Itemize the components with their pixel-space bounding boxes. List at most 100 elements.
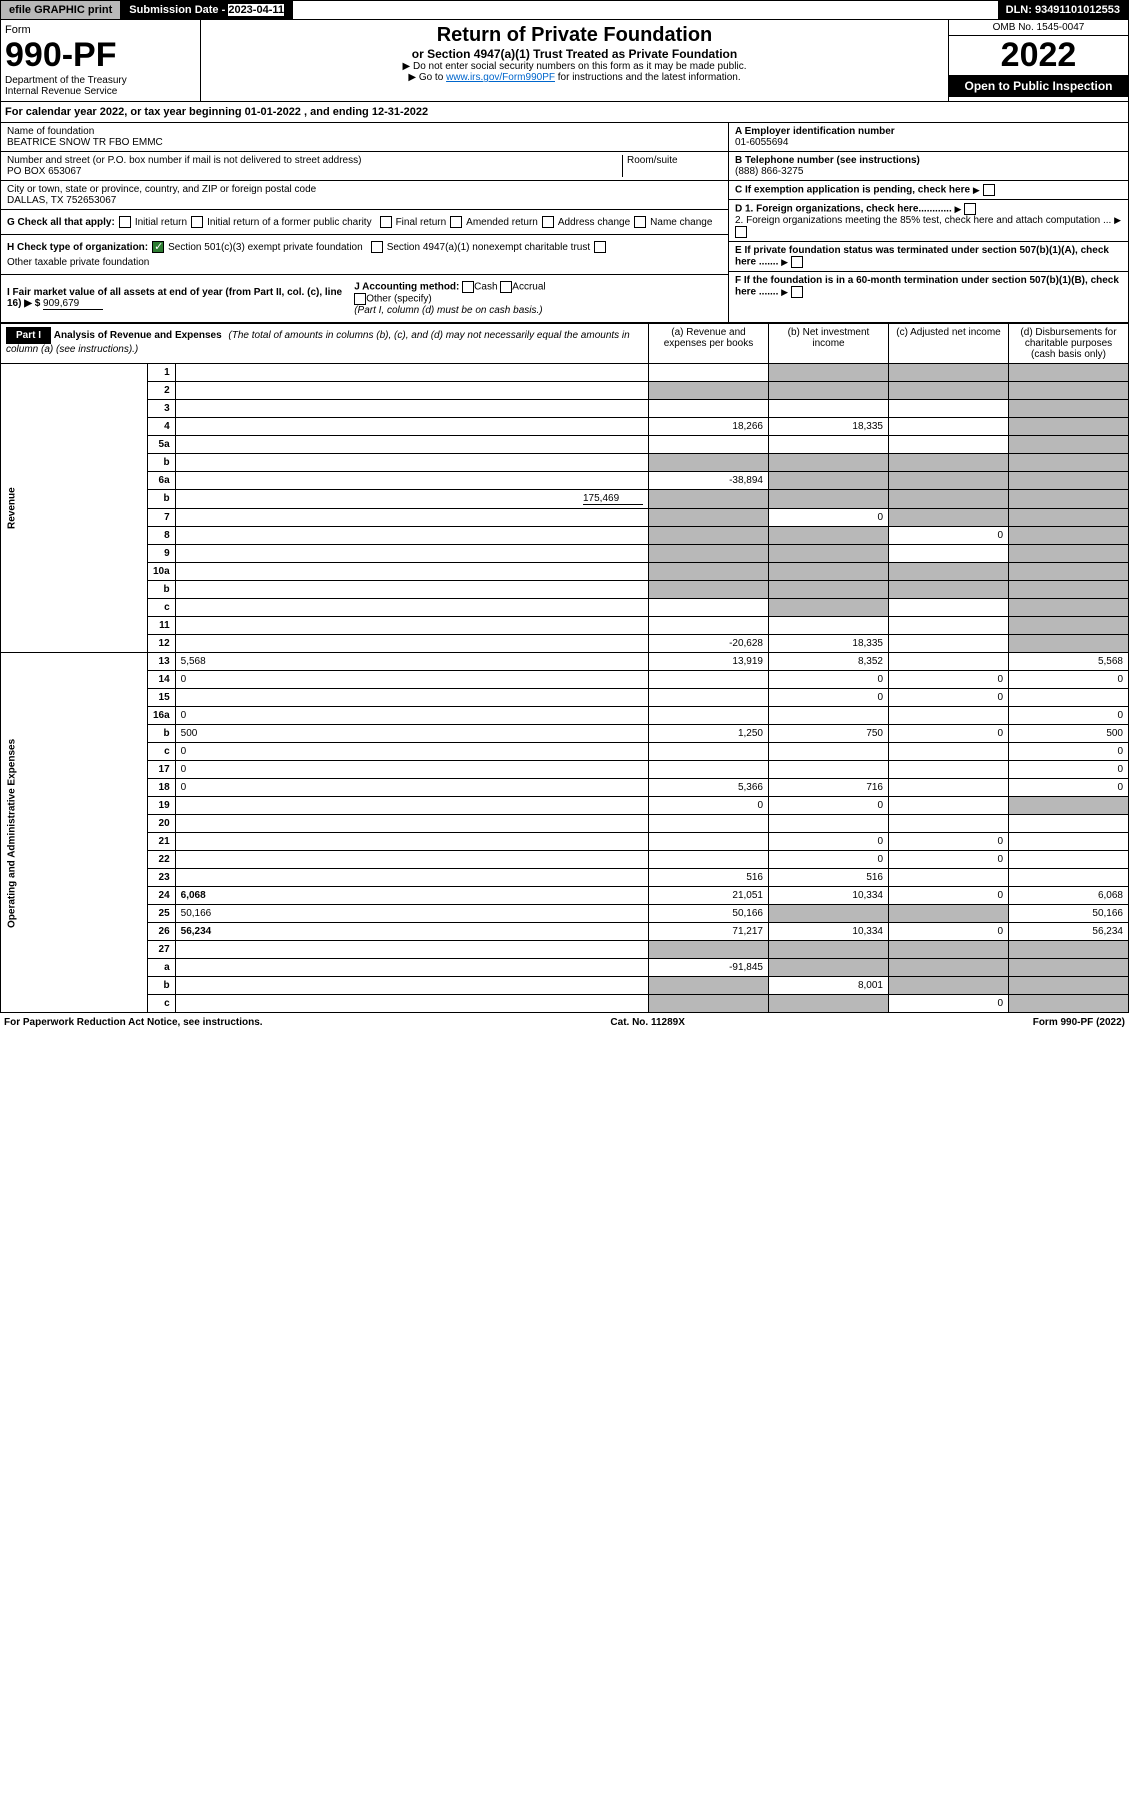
- value-cell: [769, 436, 889, 454]
- final-return-checkbox[interactable]: [380, 216, 392, 228]
- e-checkbox[interactable]: [791, 256, 803, 268]
- table-row: b5001,2507500500: [1, 725, 1129, 743]
- instr-link: ▶ Go to www.irs.gov/Form990PF for instru…: [205, 72, 944, 83]
- submission-date-label: Submission Date - 2023-04-11: [121, 1, 293, 19]
- line-description: [175, 833, 648, 851]
- page-footer: For Paperwork Reduction Act Notice, see …: [0, 1013, 1129, 1032]
- initial-return-checkbox[interactable]: [119, 216, 131, 228]
- table-row: 140000: [1, 671, 1129, 689]
- irs-link[interactable]: www.irs.gov/Form990PF: [446, 72, 555, 83]
- line-description: [175, 400, 648, 418]
- table-row: 2200: [1, 851, 1129, 869]
- line-description: 0: [175, 761, 648, 779]
- value-cell: [1009, 689, 1129, 707]
- line-number: 9: [147, 545, 175, 563]
- value-cell: [889, 977, 1009, 995]
- value-cell: [889, 364, 1009, 382]
- value-cell: [889, 959, 1009, 977]
- value-cell: [889, 400, 1009, 418]
- d1-checkbox[interactable]: [964, 203, 976, 215]
- value-cell: 0: [769, 833, 889, 851]
- value-cell: [769, 364, 889, 382]
- table-row: Revenue1: [1, 364, 1129, 382]
- table-row: 246,06821,05110,33406,068: [1, 887, 1129, 905]
- line-number: 12: [147, 635, 175, 653]
- 4947-checkbox[interactable]: [371, 241, 383, 253]
- value-cell: [1009, 635, 1129, 653]
- value-cell: [1009, 617, 1129, 635]
- value-cell: [1009, 527, 1129, 545]
- footer-mid: Cat. No. 11289X: [610, 1017, 684, 1028]
- header-bar: efile GRAPHIC print Submission Date - 20…: [0, 0, 1129, 20]
- value-cell: [889, 941, 1009, 959]
- revenue-side-label: Revenue: [1, 364, 148, 653]
- i-j-row: I Fair market value of all assets at end…: [1, 275, 728, 322]
- value-cell: 0: [769, 671, 889, 689]
- amended-return-checkbox[interactable]: [450, 216, 462, 228]
- line-number: b: [147, 490, 175, 509]
- address: PO BOX 653067: [7, 166, 622, 177]
- phone-label: B Telephone number (see instructions): [735, 155, 1122, 166]
- address-change-checkbox[interactable]: [542, 216, 554, 228]
- line-number: b: [147, 725, 175, 743]
- line-description: [175, 436, 648, 454]
- value-cell: [889, 472, 1009, 490]
- value-cell: [1009, 833, 1129, 851]
- value-cell: [889, 743, 1009, 761]
- table-row: 16a00: [1, 707, 1129, 725]
- table-row: 418,26618,335: [1, 418, 1129, 436]
- line-number: 1: [147, 364, 175, 382]
- value-cell: [649, 833, 769, 851]
- value-cell: 0: [1009, 761, 1129, 779]
- value-cell: 21,051: [649, 887, 769, 905]
- line-description: 5,568: [175, 653, 648, 671]
- value-cell: [889, 815, 1009, 833]
- omb-number: OMB No. 1545-0047: [949, 20, 1128, 36]
- addr-label: Number and street (or P.O. box number if…: [7, 155, 622, 166]
- value-cell: 5,568: [1009, 653, 1129, 671]
- value-cell: [769, 400, 889, 418]
- name-change-checkbox[interactable]: [634, 216, 646, 228]
- line-number: 23: [147, 869, 175, 887]
- value-cell: [769, 959, 889, 977]
- efile-button[interactable]: efile GRAPHIC print: [1, 1, 121, 19]
- value-cell: [1009, 364, 1129, 382]
- line-description: 50,166: [175, 905, 648, 923]
- value-cell: [1009, 815, 1129, 833]
- part1-table: Part I Analysis of Revenue and Expenses …: [0, 323, 1129, 1013]
- value-cell: [649, 707, 769, 725]
- line-description: [175, 959, 648, 977]
- value-cell: 0: [649, 797, 769, 815]
- col-c-header: (c) Adjusted net income: [889, 324, 1009, 364]
- dept-irs: Internal Revenue Service: [5, 86, 196, 97]
- other-method-checkbox[interactable]: [354, 293, 366, 305]
- line-description: 500: [175, 725, 648, 743]
- tax-year: 2022: [949, 36, 1128, 75]
- value-cell: [1009, 599, 1129, 617]
- table-row: 80: [1, 527, 1129, 545]
- footer-right: Form 990-PF (2022): [1033, 1017, 1125, 1028]
- form-title: Return of Private Foundation: [205, 24, 944, 47]
- cash-checkbox[interactable]: [462, 281, 474, 293]
- c-checkbox[interactable]: [983, 184, 995, 196]
- 501c3-checkbox[interactable]: [152, 241, 164, 253]
- foundation-name: BEATRICE SNOW TR FBO EMMC: [7, 137, 722, 148]
- d2-checkbox[interactable]: [735, 226, 747, 238]
- initial-former-checkbox[interactable]: [191, 216, 203, 228]
- value-cell: [889, 490, 1009, 509]
- other-taxable-checkbox[interactable]: [594, 241, 606, 253]
- value-cell: [1009, 490, 1129, 509]
- line-number: b: [147, 454, 175, 472]
- table-row: 5a: [1, 436, 1129, 454]
- value-cell: [649, 545, 769, 563]
- line-number: 6a: [147, 472, 175, 490]
- form-subtitle: or Section 4947(a)(1) Trust Treated as P…: [205, 47, 944, 61]
- f-checkbox[interactable]: [791, 286, 803, 298]
- line-description: 0: [175, 743, 648, 761]
- line-number: 5a: [147, 436, 175, 454]
- value-cell: [889, 563, 1009, 581]
- value-cell: [649, 977, 769, 995]
- value-cell: 516: [649, 869, 769, 887]
- name-label: Name of foundation: [7, 126, 722, 137]
- accrual-checkbox[interactable]: [500, 281, 512, 293]
